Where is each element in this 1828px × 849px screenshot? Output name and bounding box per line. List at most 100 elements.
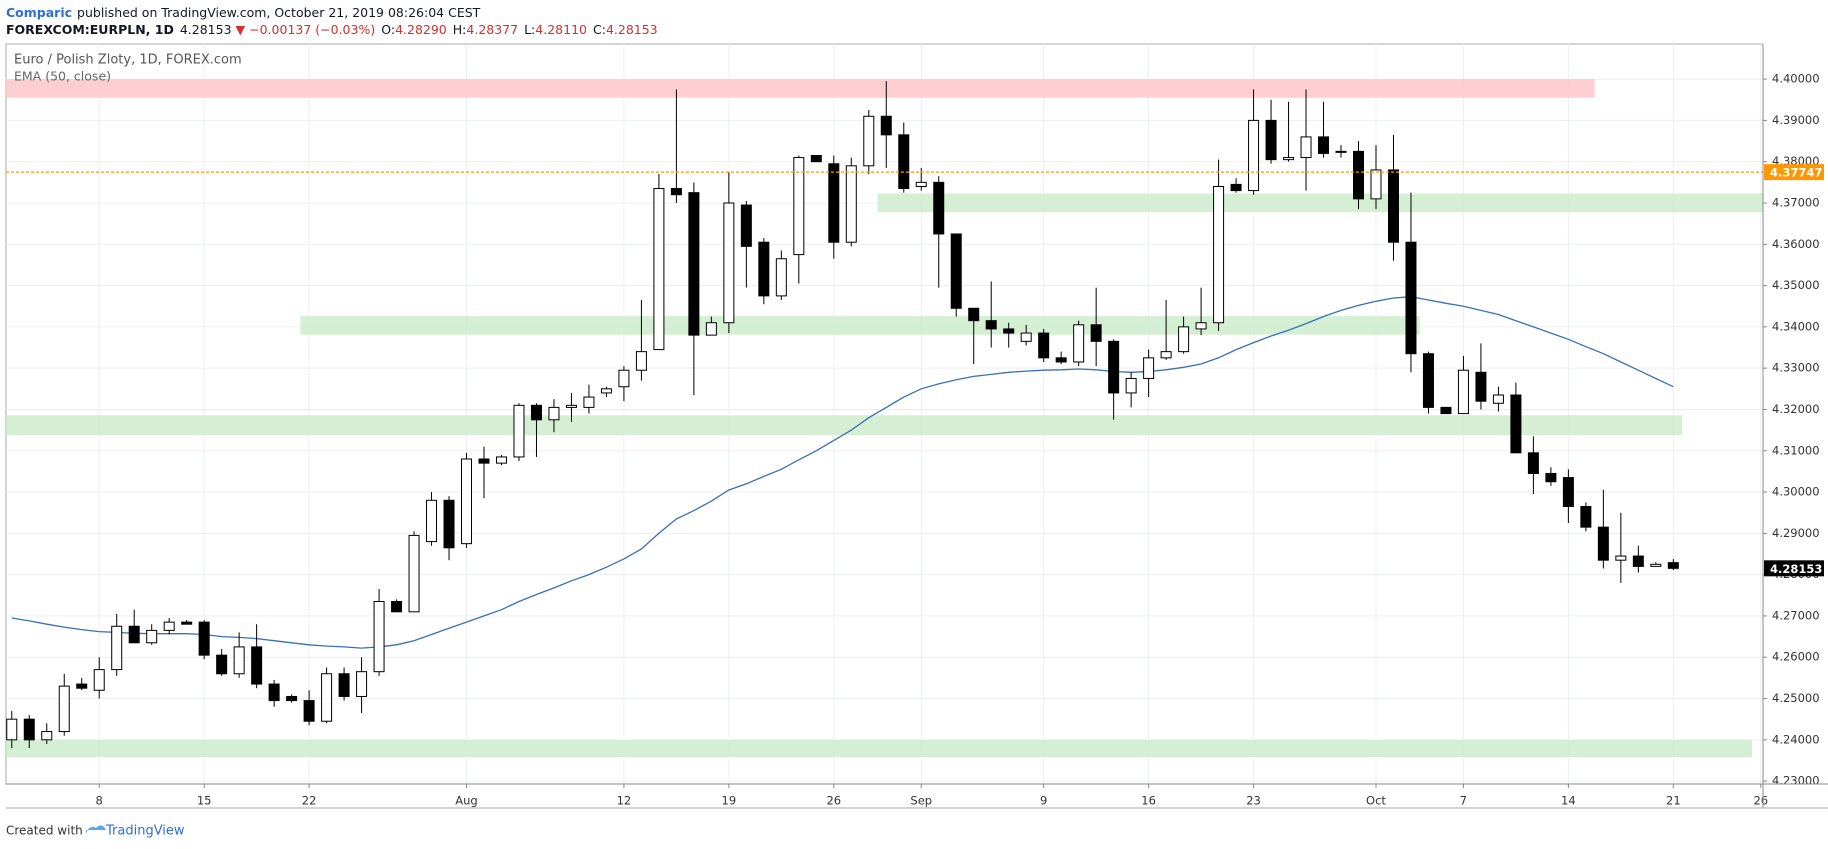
publisher[interactable]: Comparic: [6, 5, 72, 20]
candle-body: [758, 241, 770, 297]
candle-body: [1632, 555, 1644, 567]
header-line-1: Comparic published on TradingView.com, Oc…: [6, 5, 481, 20]
candle-body: [286, 695, 298, 702]
candle-body: [443, 499, 455, 549]
published: published on TradingView.com, October 21…: [77, 5, 481, 20]
candle-body: [653, 188, 665, 351]
x-tick-label: 15: [197, 794, 212, 808]
candle-body: [1405, 241, 1417, 355]
candle-body: [181, 621, 193, 625]
candle-body: [1440, 406, 1452, 415]
y-tick-label: 4.31000: [1772, 443, 1820, 457]
zone: [6, 79, 1595, 98]
candle-body: [6, 718, 18, 741]
candle-body: [618, 369, 630, 388]
candle-body: [1230, 183, 1242, 192]
y-tick-label: 4.34000: [1772, 319, 1820, 333]
candle-body: [723, 202, 735, 324]
candle-body: [146, 629, 158, 644]
candle-body: [1370, 169, 1382, 200]
last-price: 4.28153: [180, 22, 232, 37]
candle-body: [1318, 136, 1330, 154]
y-tick-label: 4.23000: [1772, 774, 1820, 788]
footer-brand[interactable]: TradingView: [105, 824, 185, 839]
candle-body: [251, 646, 263, 685]
x-tick-label: 23: [1246, 794, 1261, 808]
candle-body: [268, 683, 280, 702]
candle-body: [338, 673, 350, 697]
candle-body: [495, 456, 507, 464]
y-tick-label: 4.25000: [1772, 691, 1820, 705]
candle-body: [898, 134, 910, 190]
candle-body: [1283, 157, 1295, 161]
y-tick-label: 4.37000: [1772, 195, 1820, 209]
change: ▼ −0.00137 (−0.03%): [236, 22, 376, 37]
candle-body: [600, 388, 612, 394]
plot-frame: [5, 43, 1764, 785]
price-line-label: 4.37747: [1770, 166, 1822, 180]
candle-body: [198, 621, 210, 656]
candle-body: [810, 154, 822, 163]
zone: [6, 415, 1683, 436]
symbol: FOREXCOM:EURPLN, 1D: [6, 22, 174, 37]
candle-body: [233, 646, 245, 675]
y-tick-label: 4.26000: [1772, 650, 1820, 664]
header-line-2: FOREXCOM:EURPLN, 1D 4.28153 ▼ −0.00137 (−0…: [6, 22, 658, 37]
ohlc-value: 4.28110: [535, 22, 587, 37]
candle-body: [1248, 119, 1260, 192]
x-tick-label: Aug: [455, 794, 477, 808]
candle-body: [111, 625, 123, 671]
candle-body: [1667, 562, 1679, 569]
last-price-tag: [1764, 560, 1824, 577]
zone: [877, 193, 1763, 213]
candle-body: [23, 718, 35, 741]
candle-body: [1597, 526, 1609, 561]
ohlc-key: H:: [453, 22, 467, 37]
x-tick-label: 26: [1753, 794, 1768, 808]
candle-body: [1335, 150, 1347, 153]
candle-body: [1650, 563, 1662, 567]
candle-body: [950, 233, 962, 309]
candle-body: [321, 673, 333, 722]
candle-body: [635, 351, 647, 371]
candle-body: [705, 322, 717, 336]
x-tick-label: 21: [1666, 794, 1681, 808]
candle-body: [1160, 351, 1172, 359]
candle-body: [1475, 371, 1487, 402]
ohlc-key: L:: [524, 22, 535, 37]
x-tick-label: 12: [617, 794, 632, 808]
y-tick-label: 4.35000: [1772, 278, 1820, 292]
candle-body: [1073, 324, 1085, 363]
candle-body: [863, 115, 875, 167]
x-tick-label: 7: [1460, 794, 1467, 808]
candle-body: [1125, 377, 1137, 394]
x-tick-label: 19: [722, 794, 737, 808]
ohlc-key: C:: [593, 22, 606, 37]
candle-body: [1003, 328, 1015, 334]
x-tick-label: 8: [96, 794, 103, 808]
x-tick-label: 9: [1040, 794, 1047, 808]
footer-text: Created with: [6, 824, 83, 838]
candle-body: [1353, 150, 1365, 200]
candle-body: [1213, 185, 1225, 324]
candle-body: [373, 600, 385, 673]
candle-body: [128, 625, 140, 644]
chart-title: Euro / Polish Zloty, 1D, FOREX.com: [14, 53, 242, 68]
candle-body: [1457, 369, 1469, 415]
candle-body: [356, 671, 368, 697]
candle-body: [1195, 322, 1207, 330]
candle-body: [565, 404, 577, 408]
zone: [300, 316, 1420, 335]
candle-body: [1492, 394, 1504, 404]
last-price-label: 4.28153: [1770, 562, 1822, 576]
candle-body: [985, 320, 997, 330]
candle-body: [408, 534, 420, 613]
y-tick-label: 4.32000: [1772, 402, 1820, 416]
candle-body: [670, 188, 682, 196]
x-tick-label: Sep: [910, 794, 932, 808]
candle-body: [1580, 506, 1592, 528]
candle-body: [1108, 340, 1120, 394]
candle-body: [1615, 555, 1627, 561]
y-tick-label: 4.27000: [1772, 608, 1820, 622]
y-tick-label: 4.39000: [1772, 113, 1820, 127]
